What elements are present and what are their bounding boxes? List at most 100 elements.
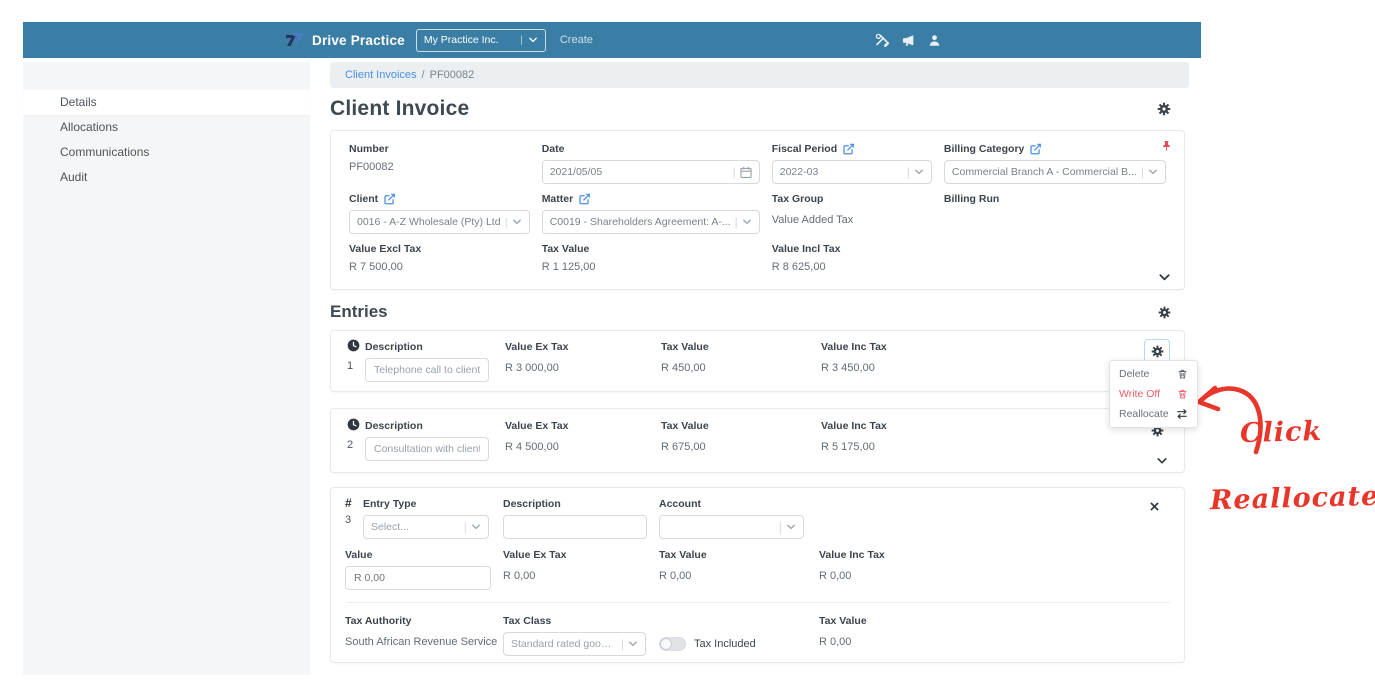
matter-edit-icon[interactable] xyxy=(579,193,591,205)
tax-value-value: R 1 125,00 xyxy=(541,261,596,273)
entry-row-2: 2 Description Value Ex Tax R 4 500,00 Ta… xyxy=(330,408,1185,473)
user-icon[interactable] xyxy=(928,34,941,47)
page-header: Client Invoice xyxy=(330,96,1189,122)
tax-class-label: Tax Class xyxy=(503,614,552,627)
field-value-incl-tax: Value Incl Tax R 8 625,00 xyxy=(772,241,932,275)
menu-item-reallocate[interactable]: Reallocate xyxy=(1110,404,1197,424)
account-cell: Account | xyxy=(659,496,819,539)
brand-name: Drive Practice xyxy=(312,32,405,48)
chevron-down-icon xyxy=(512,217,522,227)
calendar-icon[interactable] xyxy=(740,165,752,179)
billing-category-edit-icon[interactable] xyxy=(1030,143,1042,155)
practice-select[interactable]: My Practice Inc. | xyxy=(415,28,546,52)
chevron-down-icon xyxy=(471,522,481,532)
tax-class-value: Standard rated goods and services - ... xyxy=(511,638,617,650)
page-title: Client Invoice xyxy=(330,97,470,120)
sidebar-item-details[interactable]: Details xyxy=(23,90,310,115)
tax-authority-value: South African Revenue Service xyxy=(345,636,498,648)
entry-number: 2 xyxy=(347,439,354,451)
billing-category-label: Billing Category xyxy=(943,142,1025,155)
account-label: Account xyxy=(659,497,701,510)
new-value-ex-cell: Value Ex Tax R 0,00 xyxy=(503,547,659,590)
field-value-excl-tax: Value Excl Tax R 7 500,00 xyxy=(349,241,530,275)
value-excl-tax-label: Value Excl Tax xyxy=(349,242,422,255)
entry-description-cell: Description xyxy=(365,418,505,461)
tax-class-select[interactable]: Standard rated goods and services - ... … xyxy=(503,632,646,656)
create-link[interactable]: Create xyxy=(559,34,593,46)
annotation-reallocate-text: Reallocate xyxy=(1209,480,1375,517)
entry-value-inc-cell: Value Inc Tax R 3 450,00 xyxy=(821,339,1144,382)
chevron-down-icon xyxy=(742,217,752,227)
entries-title: Entries xyxy=(330,302,388,321)
tax-value-value: R 0,00 xyxy=(659,570,692,582)
entry-type-placeholder: Select... xyxy=(371,521,409,533)
sidebar-item-allocations[interactable]: Allocations xyxy=(60,120,119,134)
tax-authority-label: Tax Authority xyxy=(345,614,412,627)
field-fiscal-period: Fiscal Period 2022-03 | xyxy=(771,141,932,184)
menu-item-write-off[interactable]: Write Off xyxy=(1110,384,1197,404)
entry-row-1: 1 Description Value Ex Tax R 3 000,00 Ta… xyxy=(330,330,1198,428)
number-label: Number xyxy=(349,142,389,155)
field-client: Client 0016 - A-Z Wholesale (Pty) Ltd | xyxy=(349,191,530,234)
sidebar-item-communications[interactable]: Communications xyxy=(60,145,150,159)
sidebar-item-audit[interactable]: Audit xyxy=(60,170,88,184)
megaphone-icon[interactable] xyxy=(902,34,915,47)
description-label: Description xyxy=(503,497,561,510)
account-select[interactable]: | xyxy=(659,515,804,539)
remove-entry-close-icon[interactable] xyxy=(1144,496,1164,516)
new-description-input[interactable] xyxy=(503,515,647,539)
chevron-down-icon xyxy=(628,639,638,649)
bottom-tax-value-label: Tax Value xyxy=(819,614,867,627)
tools-icon[interactable] xyxy=(875,33,889,47)
description-input[interactable] xyxy=(365,358,489,382)
expand-entry-chevron-icon[interactable] xyxy=(1156,455,1168,467)
clock-icon xyxy=(347,418,365,431)
field-tax-value: Tax Value R 1 125,00 xyxy=(542,241,760,275)
matter-value: C0019 - Shareholders Agreement: A-... xyxy=(549,216,731,228)
value-inc-tax-value: R 5 175,00 xyxy=(821,441,875,453)
entry-type-column: 1 xyxy=(347,339,365,382)
value-inc-tax-value: R 0,00 xyxy=(819,570,852,582)
invoice-settings-gear-icon[interactable] xyxy=(1157,102,1171,116)
entry-type-column: # 3 xyxy=(345,496,363,539)
expand-card-chevron-icon[interactable] xyxy=(1158,271,1171,284)
chevron-down-icon xyxy=(914,167,924,177)
entry-tax-cell: Tax Value R 450,00 xyxy=(661,339,821,382)
value-input[interactable] xyxy=(345,566,491,590)
value-inc-tax-column-label: Value Inc Tax xyxy=(821,419,887,432)
billing-category-value: Commercial Branch A - Commercial B... xyxy=(951,166,1137,178)
sidebar: Details Allocations Communications Audit xyxy=(23,62,310,675)
hash-icon: # xyxy=(345,496,352,510)
entry-row-3-new: # 3 Entry Type Select... | Description xyxy=(330,487,1185,663)
breadcrumb-current: PF00082 xyxy=(429,69,475,81)
date-value: 2021/05/05 xyxy=(549,166,603,178)
input-divider: | xyxy=(732,165,736,179)
billing-category-select[interactable]: Commercial Branch A - Commercial B... | xyxy=(943,160,1166,184)
billing-run-value xyxy=(944,211,1166,225)
entry-tax-cell: Tax Value R 675,00 xyxy=(661,418,821,461)
matter-select[interactable]: C0019 - Shareholders Agreement: A-... | xyxy=(541,210,760,234)
fiscal-period-select[interactable]: 2022-03 | xyxy=(771,160,932,184)
tax-value-value: R 675,00 xyxy=(661,441,706,453)
entries-settings-gear-icon[interactable] xyxy=(1158,305,1171,319)
date-input[interactable]: 2021/05/05 | xyxy=(541,160,760,184)
client-edit-icon[interactable] xyxy=(384,193,396,205)
value-ex-tax-value: R 4 500,00 xyxy=(505,441,559,453)
entry-type-select[interactable]: Select... | xyxy=(363,515,489,539)
description-input[interactable] xyxy=(365,437,489,461)
client-select[interactable]: 0016 - A-Z Wholesale (Pty) Ltd | xyxy=(349,210,530,234)
menu-item-delete[interactable]: Delete xyxy=(1110,364,1197,384)
tax-class-cell: Tax Class Standard rated goods and servi… xyxy=(503,613,659,656)
chevron-down-icon xyxy=(786,522,796,532)
transfer-arrows-icon xyxy=(1176,408,1188,420)
breadcrumb-client-invoices-link[interactable]: Client Invoices xyxy=(345,69,417,81)
pin-icon[interactable] xyxy=(1160,139,1173,152)
bottom-tax-value-value: R 0,00 xyxy=(819,636,852,648)
value-inc-tax-value: R 3 450,00 xyxy=(821,362,875,374)
description-column-label: Description xyxy=(365,419,423,432)
fiscal-period-edit-icon[interactable] xyxy=(843,143,855,155)
client-label: Client xyxy=(349,192,379,205)
entry-type-column: 2 xyxy=(347,418,365,461)
date-label: Date xyxy=(541,142,565,155)
tax-included-toggle[interactable] xyxy=(659,637,686,651)
